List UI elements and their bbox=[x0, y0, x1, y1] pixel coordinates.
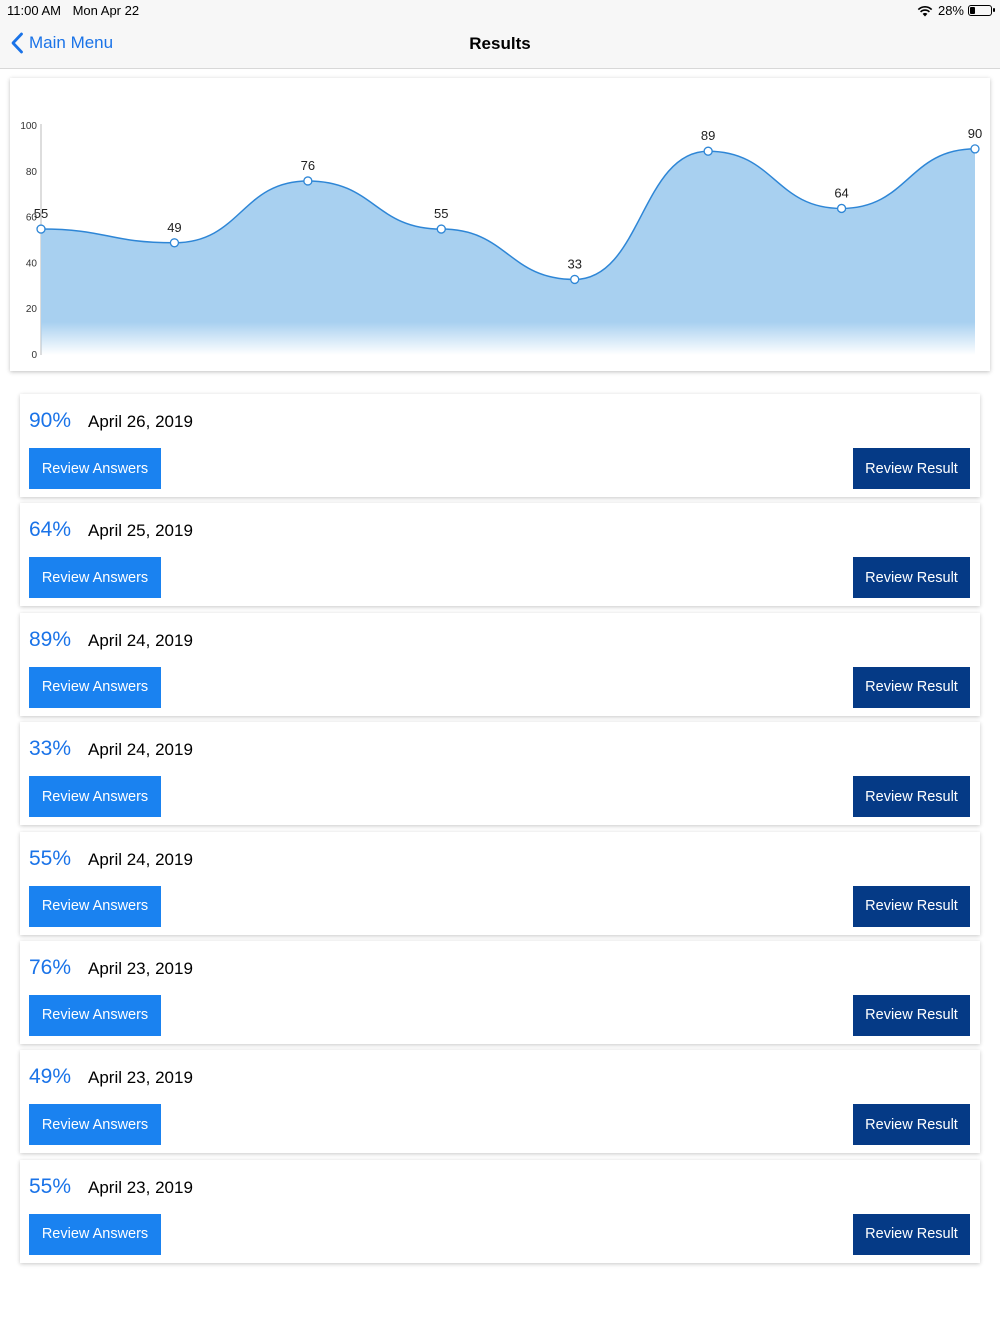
results-chart-card: 0 20 40 60 80 100 55 49 76 55 33 89 64 90 bbox=[10, 78, 990, 371]
result-card-4: 33% April 24, 2019 Review Answers Review… bbox=[20, 722, 980, 826]
status-left: 11:00 AM Mon Apr 22 bbox=[7, 3, 147, 18]
result-score: 49% bbox=[29, 1065, 72, 1089]
review-answers-button[interactable]: Review Answers bbox=[29, 776, 161, 818]
chart-data-label: 90 bbox=[968, 126, 982, 141]
chart-data-label: 49 bbox=[167, 220, 181, 235]
battery-percent: 28% bbox=[937, 3, 964, 18]
review-result-button[interactable]: Review Result bbox=[853, 448, 970, 489]
result-card-3: 89% April 24, 2019 Review Answers Review… bbox=[20, 612, 980, 716]
wifi-icon bbox=[917, 5, 933, 16]
result-score: 33% bbox=[29, 737, 72, 761]
review-result-button[interactable]: Review Result bbox=[853, 666, 970, 708]
result-card-2: 64% April 25, 2019 Review Answers Review… bbox=[20, 503, 980, 607]
result-date: April 25, 2019 bbox=[88, 521, 193, 541]
review-answers-button[interactable]: Review Answers bbox=[29, 557, 161, 599]
result-card-7: 49% April 23, 2019 Review Answers Review… bbox=[20, 1050, 980, 1154]
y-tick-label: 20 bbox=[26, 304, 38, 315]
review-result-button[interactable]: Review Result bbox=[853, 994, 970, 1036]
review-answers-button[interactable]: Review Answers bbox=[29, 885, 161, 927]
battery-fill bbox=[970, 7, 976, 14]
status-date: Mon Apr 22 bbox=[72, 3, 140, 18]
chart-point bbox=[436, 224, 446, 234]
review-answers-button[interactable]: Review Answers bbox=[29, 1104, 161, 1146]
result-date: April 23, 2019 bbox=[88, 958, 193, 978]
chart-data-label: 64 bbox=[834, 185, 848, 200]
y-tick-label: 40 bbox=[26, 258, 38, 269]
chart-points: 55 49 76 55 33 89 64 90 bbox=[34, 126, 982, 285]
chart-point bbox=[836, 203, 847, 214]
review-answers-button[interactable]: Review Answers bbox=[29, 666, 161, 708]
y-tick-label: 100 bbox=[20, 121, 37, 132]
result-card-5: 55% April 24, 2019 Review Answers Review… bbox=[20, 831, 980, 935]
battery-icon bbox=[968, 5, 995, 16]
result-date: April 24, 2019 bbox=[88, 849, 193, 869]
status-bar: 11:00 AM Mon Apr 22 28% bbox=[0, 0, 1000, 20]
result-date: April 23, 2019 bbox=[88, 1177, 193, 1197]
chart-point bbox=[703, 146, 713, 156]
review-result-button[interactable]: Review Result bbox=[853, 1213, 970, 1255]
result-score: 89% bbox=[29, 627, 72, 651]
result-date: April 24, 2019 bbox=[88, 740, 193, 760]
result-card-6: 76% April 23, 2019 Review Answers Review… bbox=[20, 940, 980, 1044]
result-date: April 23, 2019 bbox=[88, 1068, 193, 1088]
result-card-8: 55% April 23, 2019 Review Answers Review… bbox=[20, 1159, 980, 1263]
result-date: April 24, 2019 bbox=[88, 630, 193, 650]
results-chart: 0 20 40 60 80 100 55 49 76 55 33 89 64 90 bbox=[20, 121, 982, 361]
back-button[interactable]: Main Menu bbox=[10, 32, 113, 54]
page-title: Results bbox=[469, 34, 531, 53]
chart-point bbox=[570, 274, 580, 285]
result-score: 55% bbox=[29, 846, 72, 870]
y-tick-label: 0 bbox=[31, 350, 37, 361]
y-tick-label: 80 bbox=[26, 167, 38, 178]
chart-point bbox=[36, 224, 46, 234]
y-tick-label: 60 bbox=[26, 213, 38, 224]
review-result-button[interactable]: Review Result bbox=[853, 776, 970, 818]
y-axis-ticks: 0 20 40 60 80 100 bbox=[20, 121, 37, 361]
chart-area bbox=[41, 148, 975, 355]
chart-data-label: 55 bbox=[434, 206, 448, 221]
chevron-left-icon bbox=[11, 32, 23, 54]
chart-line bbox=[40, 148, 976, 281]
result-score: 76% bbox=[29, 955, 72, 979]
chart-point bbox=[169, 238, 180, 248]
chart-data-label: 89 bbox=[701, 128, 715, 143]
status-time: 11:00 AM bbox=[7, 3, 61, 18]
result-date: April 26, 2019 bbox=[88, 412, 193, 431]
chart-data-label: 76 bbox=[301, 158, 315, 173]
review-answers-button[interactable]: Review Answers bbox=[29, 994, 161, 1036]
review-answers-button[interactable]: Review Answers bbox=[29, 1213, 161, 1255]
status-right: 28% bbox=[917, 3, 995, 18]
result-card-1: 90% April 26, 2019 Review Answers Review… bbox=[20, 394, 980, 497]
chart-point bbox=[303, 176, 313, 186]
results-list: 90% April 26, 2019 Review Answers Review… bbox=[20, 394, 980, 1269]
nav-bar: Main Menu Results bbox=[0, 20, 1000, 69]
chart-point bbox=[970, 144, 980, 154]
review-answers-button[interactable]: Review Answers bbox=[29, 448, 161, 489]
chart-data-label: 33 bbox=[567, 256, 581, 271]
review-result-button[interactable]: Review Result bbox=[853, 1104, 970, 1146]
result-score: 55% bbox=[29, 1174, 72, 1198]
back-label: Main Menu bbox=[29, 33, 114, 52]
result-score: 64% bbox=[29, 518, 72, 542]
result-score: 90% bbox=[29, 409, 72, 432]
review-result-button[interactable]: Review Result bbox=[853, 557, 970, 599]
review-result-button[interactable]: Review Result bbox=[853, 885, 970, 927]
chart-data-label: 55 bbox=[34, 206, 48, 221]
